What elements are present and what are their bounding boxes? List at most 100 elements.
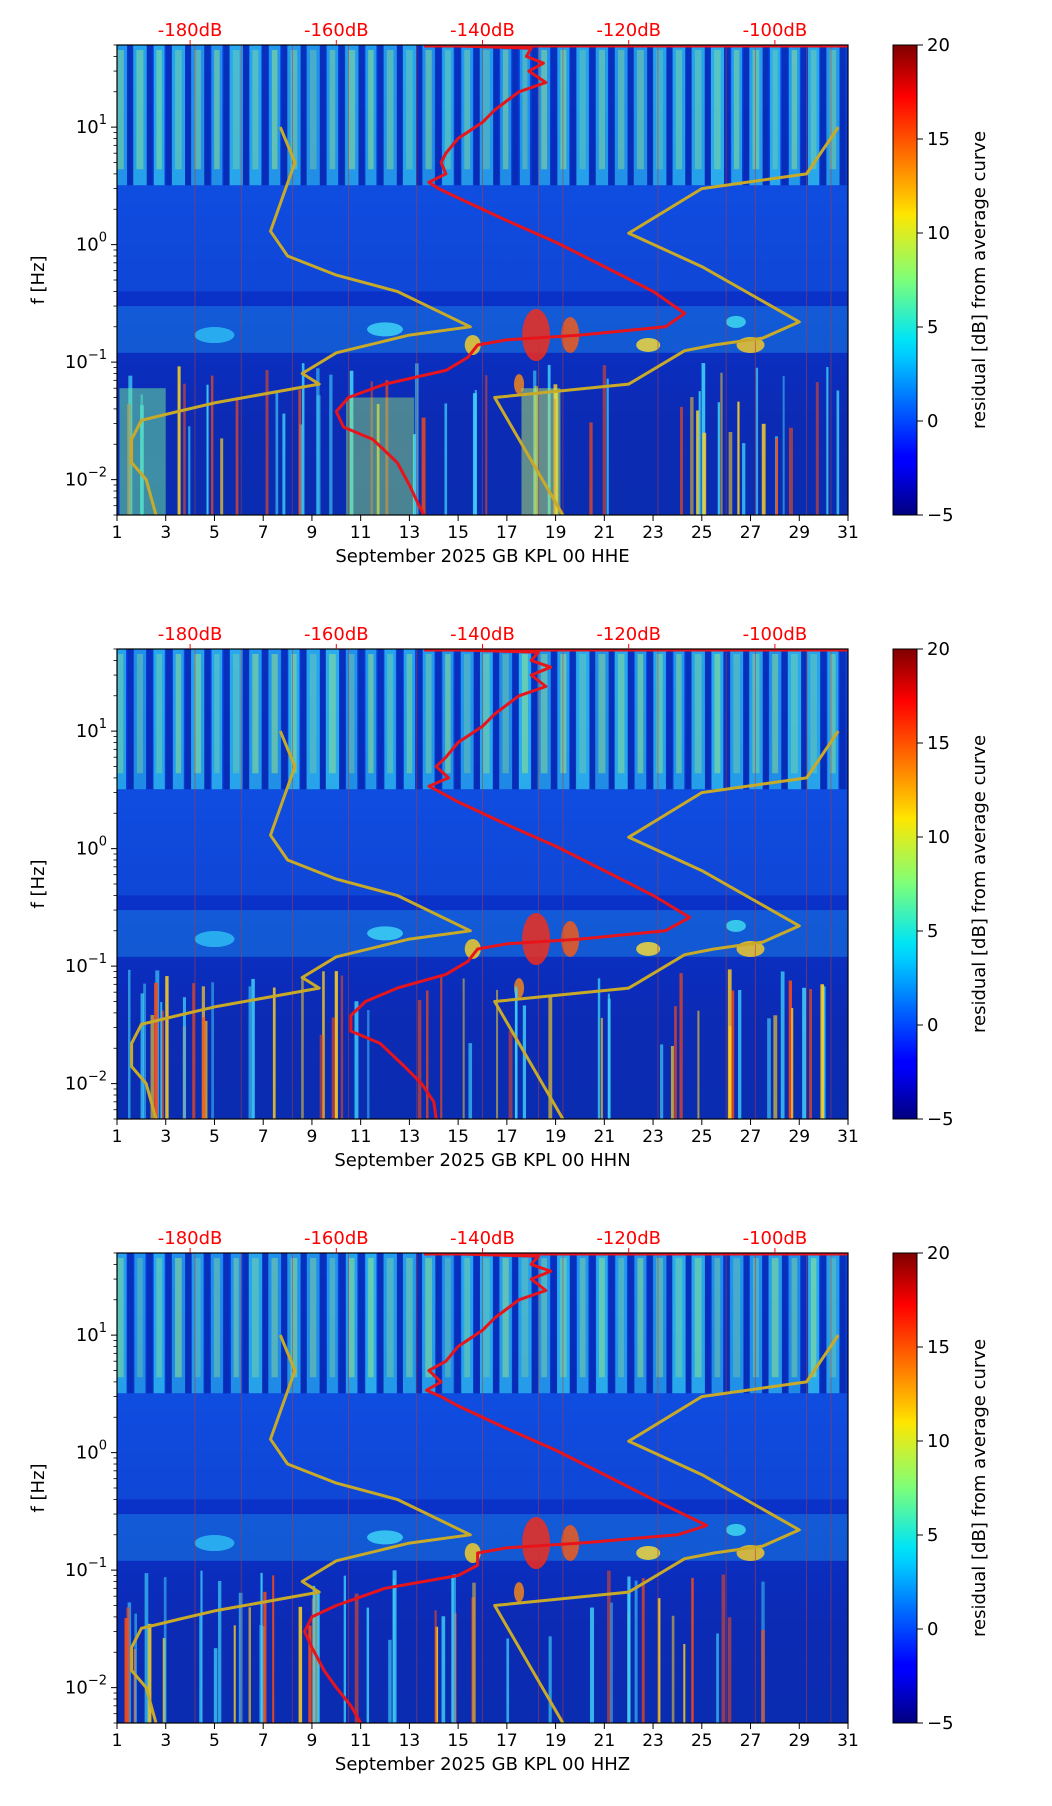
hf-gap xyxy=(358,1253,365,1394)
lf-transient xyxy=(600,1017,603,1119)
lf-transient xyxy=(485,375,488,515)
hf-stripe xyxy=(691,45,705,186)
lf-transient xyxy=(440,976,443,1119)
lf-transient xyxy=(165,976,169,1119)
hf-gap xyxy=(281,1253,288,1394)
hf-stripe-core xyxy=(271,654,278,774)
hf-stripe xyxy=(518,1253,532,1394)
x-tick-label: 15 xyxy=(447,523,469,543)
x-tick-label: 13 xyxy=(399,1127,421,1147)
x-tick-label: 21 xyxy=(594,523,616,543)
hf-gap xyxy=(204,649,211,790)
lf-transient xyxy=(809,989,813,1119)
hf-stripe-core xyxy=(137,1258,143,1378)
hf-gap xyxy=(839,1253,846,1394)
colorbar-label: residual [dB] from average curve xyxy=(969,735,990,1033)
lf-transient xyxy=(716,1633,719,1723)
hf-stripe-core xyxy=(368,1258,374,1378)
colorbar-tick-label: 0 xyxy=(927,411,938,432)
x-tick-label: 29 xyxy=(788,1731,810,1751)
hf-gap xyxy=(165,45,172,186)
hf-stripe xyxy=(499,1253,512,1394)
y-tick-label: 101 xyxy=(76,1321,107,1346)
energy-burst xyxy=(725,1523,746,1536)
hf-stripe-core xyxy=(387,654,394,774)
hf-gap xyxy=(666,649,673,790)
lf-transient xyxy=(308,1625,312,1723)
hf-stripe-core xyxy=(598,50,605,170)
energy-burst xyxy=(367,926,404,941)
hf-gap xyxy=(146,649,153,790)
hf-stripe-core xyxy=(117,1258,124,1378)
hf-stripe-core xyxy=(271,50,278,170)
x-tick-label: 19 xyxy=(545,1127,567,1147)
lf-transient xyxy=(388,1639,392,1723)
hf-stripe-core xyxy=(733,1258,741,1378)
lf-transient xyxy=(298,389,302,515)
hf-gap xyxy=(512,45,519,186)
lf-transient xyxy=(182,997,186,1119)
hf-stripe xyxy=(383,45,397,186)
hf-gap xyxy=(435,45,442,186)
x-tick-label: 3 xyxy=(160,1127,171,1147)
lf-transient xyxy=(679,973,683,1119)
hf-gap xyxy=(262,45,269,186)
hf-gap xyxy=(377,649,384,790)
hf-stripe xyxy=(615,1253,627,1394)
hf-stripe-core xyxy=(117,654,124,774)
lf-transient xyxy=(522,1005,527,1119)
lf-transient xyxy=(128,969,131,1119)
hf-gap xyxy=(185,1253,192,1394)
y-tick-label: 101 xyxy=(76,113,107,138)
hf-gap xyxy=(204,1253,211,1394)
hf-gap xyxy=(512,649,519,790)
lf-transient xyxy=(634,1580,638,1723)
x-tick-label: 7 xyxy=(258,523,269,543)
lf-transient xyxy=(147,1623,152,1723)
lf-transient xyxy=(259,1624,263,1723)
y-axis-label: f [Hz] xyxy=(28,255,49,304)
hf-gap xyxy=(666,45,673,186)
hf-stripe xyxy=(729,1253,744,1394)
hf-gap xyxy=(319,1253,326,1394)
hf-stripe xyxy=(153,1253,165,1394)
hf-stripe-core xyxy=(810,1258,817,1378)
hf-stripe xyxy=(153,649,165,790)
hf-stripe xyxy=(306,45,320,186)
colorbar-frame xyxy=(892,1252,918,1724)
hf-stripe xyxy=(788,45,800,186)
hf-stripe xyxy=(288,649,300,790)
energy-burst xyxy=(194,1535,235,1552)
x-axis-label: September 2025 GB KPL 00 HHN xyxy=(334,1150,630,1171)
hf-stripe-core xyxy=(271,1258,278,1378)
lf-transient xyxy=(153,982,158,1119)
lf-transient xyxy=(444,403,448,515)
hf-stripe-core xyxy=(772,654,779,774)
hf-stripe-core xyxy=(714,654,721,774)
hf-gap xyxy=(416,1253,423,1394)
hf-gap xyxy=(550,649,557,790)
db-tick-label: -140dB xyxy=(450,624,515,645)
colorbar-tick-label: 10 xyxy=(927,827,950,848)
hf-gap xyxy=(396,649,403,790)
lf-transient xyxy=(210,375,214,515)
x-tick-label: 23 xyxy=(642,523,664,543)
hf-stripe-core xyxy=(637,654,644,774)
hf-stripe-core xyxy=(406,50,413,170)
hf-stripe-core xyxy=(541,1258,548,1378)
hf-stripe xyxy=(633,45,648,186)
hf-gap xyxy=(647,1253,654,1394)
x-tick-label: 31 xyxy=(837,523,859,543)
lf-transient xyxy=(506,1638,510,1723)
energy-burst xyxy=(464,938,481,959)
hf-gap xyxy=(839,45,846,186)
lf-transient xyxy=(140,993,144,1119)
y-axis-label: f [Hz] xyxy=(28,1463,49,1512)
hf-stripe xyxy=(117,45,127,186)
lf-transient xyxy=(220,438,224,515)
lf-transient xyxy=(163,1577,167,1723)
lf-transient xyxy=(349,370,354,515)
energy-burst xyxy=(367,322,404,337)
lf-transient xyxy=(508,1030,513,1119)
